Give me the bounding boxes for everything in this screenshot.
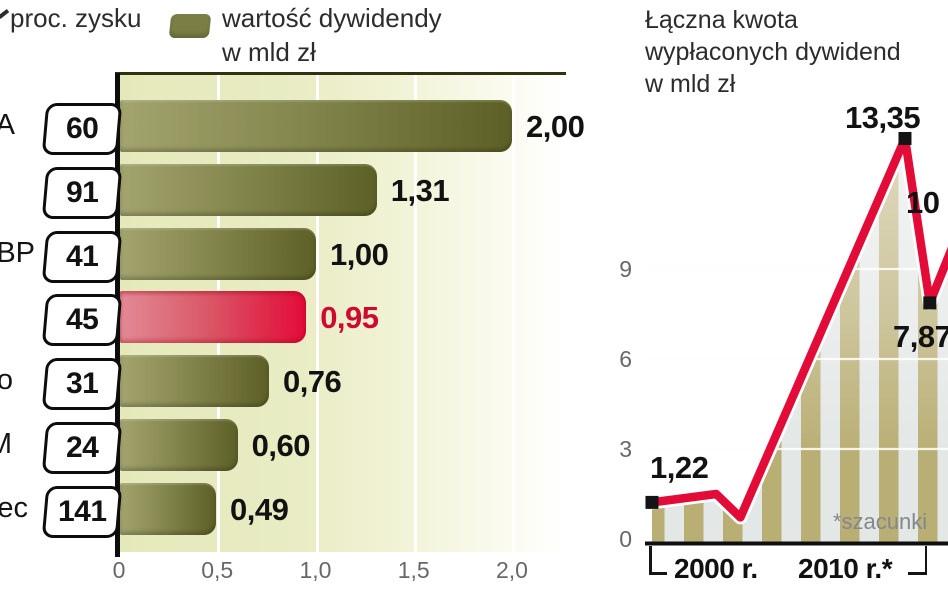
- line-value-start: 1,22: [650, 450, 709, 485]
- percent-of-profit-value: 24: [65, 431, 99, 464]
- percent-of-profit-box: 24: [41, 422, 123, 474]
- line-value-low: 7,87: [893, 319, 948, 354]
- bar-gridline: [315, 74, 319, 552]
- estimates-note: *szacunki: [833, 509, 928, 534]
- bar-x-tick: 0: [112, 557, 126, 583]
- line-y-tick: 6: [619, 346, 632, 372]
- line-chart-title-line3: w mld zł: [645, 70, 736, 98]
- bar-value-label: 0,49: [230, 491, 289, 527]
- legend-dividend-label: wartość dywidendy: [222, 3, 442, 33]
- percent-of-profit-value: 91: [65, 175, 99, 209]
- line-value-peak: 13,35: [845, 100, 921, 135]
- bar: [120, 291, 307, 344]
- line-y-tick: 3: [619, 436, 632, 462]
- cut-character-fragment: [0, 8, 9, 19]
- bar-category-fragment: ec: [0, 491, 28, 524]
- bar: [120, 419, 238, 471]
- x-axis-bracket-left-vertical: [649, 546, 652, 575]
- percent-of-profit-value: 41: [65, 239, 99, 273]
- dividends-line: [647, 134, 948, 522]
- area-fill-fade: [652, 138, 948, 543]
- line-x-label-2010: 2010 r.*: [798, 553, 893, 584]
- bar: [120, 355, 269, 408]
- x-axis-bracket-right-horizontal: [908, 572, 927, 575]
- legend-dividend-unit: w mld zł: [222, 37, 316, 67]
- line-chart-title-line1: Łączna kwota: [645, 6, 798, 34]
- line-chart-title: Łączna kwota wypłaconych dywidend w mld …: [645, 4, 901, 100]
- bar-gridline: [413, 74, 417, 552]
- x-axis-bracket-right-vertical: [924, 546, 927, 575]
- percent-of-profit-value: 45: [65, 303, 99, 337]
- line-y-tick: 0: [619, 526, 632, 552]
- line-y-tick: 9: [619, 256, 632, 282]
- percent-of-profit-box: 31: [41, 358, 123, 411]
- bar: [120, 100, 512, 152]
- bar-x-tick: 0,5: [201, 557, 234, 583]
- percent-of-profit-box: 141: [41, 485, 123, 538]
- bar-category-fragment: M: [0, 428, 12, 461]
- percent-of-profit-box: 41: [41, 230, 123, 283]
- line-chart-plot: [645, 131, 948, 546]
- bar-x-tick: 1,0: [299, 557, 332, 583]
- bar-category-fragment: BP: [0, 236, 35, 269]
- percent-of-profit-box: 60: [41, 103, 123, 155]
- bar-gridline: [512, 74, 515, 552]
- bar-value-label: 0,95: [320, 300, 379, 336]
- bar: [120, 227, 316, 280]
- percent-of-profit-value: 31: [65, 367, 99, 401]
- data-point-marker: [645, 495, 659, 509]
- percent-of-profit-value: 141: [57, 494, 107, 528]
- bar-value-label: 1,00: [330, 236, 389, 272]
- percent-of-profit-box: 45: [41, 294, 123, 347]
- bar-value-label: 0,76: [282, 364, 342, 400]
- bar-category-fragment: A: [0, 109, 15, 141]
- bar-category-fragment: o: [0, 364, 13, 397]
- percent-of-profit-box: 91: [41, 166, 123, 219]
- legend-percent-label: proc. zysku: [10, 3, 142, 33]
- bar: [120, 163, 377, 216]
- bar-plot-top-border: [115, 72, 566, 75]
- x-axis-bracket-left-horizontal: [649, 572, 667, 575]
- legend-dividend-swatch: [168, 14, 212, 38]
- bar-value-label: 0,60: [251, 428, 311, 463]
- line-chart-title-line2: wypłaconych dywidend: [645, 38, 901, 66]
- bar-x-tick: 1,5: [397, 557, 430, 583]
- line-x-label-2000: 2000 r.: [674, 553, 758, 584]
- bar-value-label: 1,31: [390, 172, 450, 208]
- bar-value-label: 2,00: [526, 109, 585, 144]
- line-value-right-clipped: 10: [906, 185, 940, 220]
- data-point-marker: [898, 132, 912, 145]
- data-point-marker: [923, 296, 937, 310]
- bar: [120, 482, 217, 535]
- percent-of-profit-value: 60: [65, 112, 99, 145]
- bar-x-tick: 2,0: [496, 557, 528, 583]
- line-x-axis: [645, 541, 948, 546]
